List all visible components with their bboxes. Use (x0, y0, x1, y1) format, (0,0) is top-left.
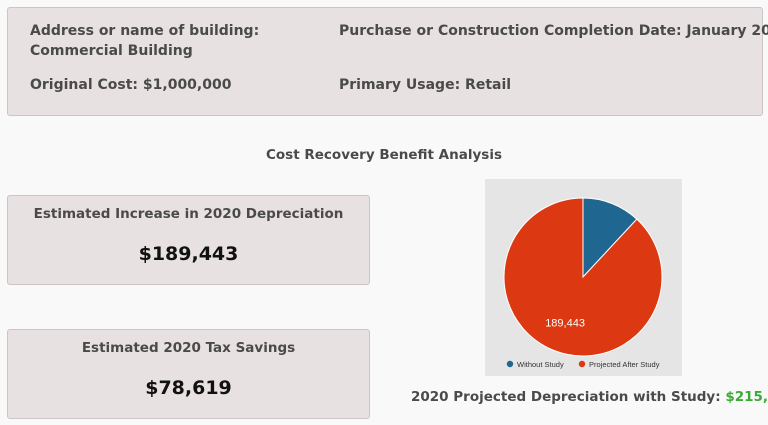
pie-data-label: 189,443 (545, 318, 585, 330)
projected-depreciation-label: 2020 Projected Depreciation with Study: (411, 389, 721, 405)
original-cost: Original Cost: $1,000,000 (30, 77, 232, 93)
projected-depreciation-value: $215,083 (725, 389, 768, 405)
building-info-panel: Address or name of building: Commercial … (7, 7, 768, 116)
primary-usage: Primary Usage: Retail (339, 77, 512, 93)
tax-savings-value: $78,619 (145, 377, 232, 399)
tax-savings-card: Estimated 2020 Tax Savings $78,619 (7, 329, 370, 419)
pie-slice-projected-after-study[interactable] (503, 197, 663, 357)
purchase-date: Purchase or Construction Completion Date… (339, 23, 768, 39)
pie-chart: 189,443 Without Study Projected After Stud… (503, 197, 663, 369)
projected-depreciation: 2020 Projected Depreciation with Study: … (411, 389, 768, 405)
legend-marker-without-study (506, 360, 514, 368)
tax-savings-label: Estimated 2020 Tax Savings (81, 340, 296, 356)
depreciation-increase-card: Estimated Increase in 2020 Depreciation … (7, 195, 370, 285)
depreciation-increase-label: Estimated Increase in 2020 Depreciation (33, 206, 344, 222)
address-value: Commercial Building (30, 43, 193, 59)
legend-marker-projected-after-study (578, 360, 586, 368)
address-label: Address or name of building: (30, 23, 260, 39)
legend-label-projected-after-study: Projected After Study (589, 360, 660, 369)
analysis-title: Cost Recovery Benefit Analysis (266, 147, 502, 163)
depreciation-increase-value: $189,443 (138, 243, 239, 265)
legend-label-without-study: Without Study (517, 360, 564, 369)
pie-chart-panel: 189,443 Without Study Projected After Stud… (485, 179, 682, 376)
